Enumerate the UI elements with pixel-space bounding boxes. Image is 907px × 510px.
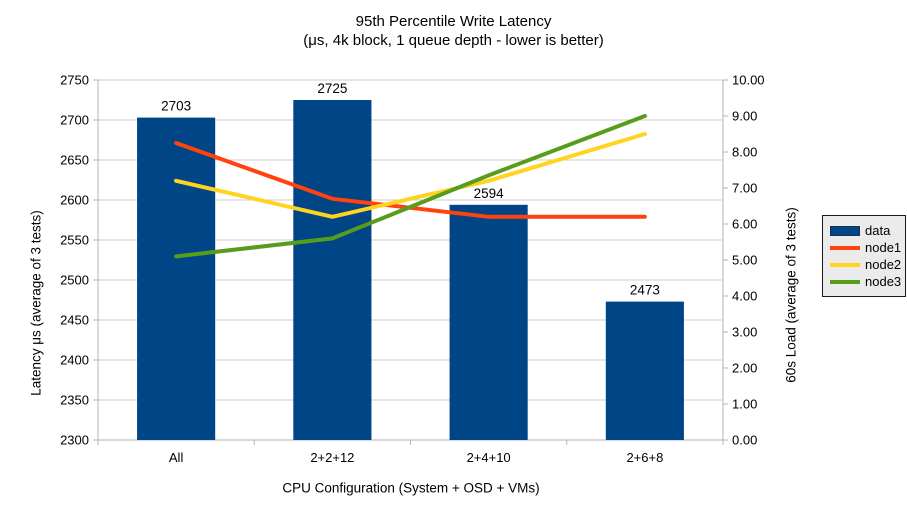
category-label-All: All	[169, 450, 184, 465]
chart-title-line2: (μs, 4k block, 1 queue depth - lower is …	[303, 32, 604, 49]
bar-value-label: 2594	[474, 186, 505, 201]
legend-label-data: data	[865, 223, 891, 238]
right-axis-tick-label: 7.00	[732, 181, 757, 196]
right-axis-tick-label: 2.00	[732, 361, 757, 376]
left-axis-tick-label: 2600	[60, 193, 89, 208]
legend-label-node1: node1	[865, 240, 902, 255]
legend: data node1 node2 node3	[822, 215, 906, 297]
left-axis-tick-label: 2350	[60, 393, 89, 408]
right-axis-tick-label: 1.00	[732, 397, 757, 412]
left-axis-tick-label: 2400	[60, 353, 89, 368]
right-axis-tick-label: 5.00	[732, 253, 757, 268]
right-axis-title: 60s Load (average of 3 tests)	[783, 207, 799, 383]
left-axis-tick-label: 2650	[60, 153, 89, 168]
bar-value-label: 2473	[630, 283, 660, 298]
right-axis-tick-label: 9.00	[732, 109, 757, 124]
line-node2	[174, 132, 647, 219]
bar-All	[137, 117, 216, 440]
right-axis-tick-label: 4.00	[732, 289, 757, 304]
left-axis-tick-label: 2300	[60, 433, 89, 448]
legend-entry-node1: node1	[830, 239, 905, 256]
legend-swatch-data	[830, 225, 860, 236]
legend-swatch-node2	[830, 262, 860, 267]
legend-label-node2: node2	[865, 257, 902, 272]
right-axis-tick-label: 10.00	[732, 73, 765, 88]
right-axis-tick-label: 6.00	[732, 217, 757, 232]
legend-entry-node2: node2	[830, 256, 905, 273]
legend-entry-data: data	[830, 222, 905, 239]
left-axis-tick-label: 2500	[60, 273, 89, 288]
category-label-2+4+10: 2+4+10	[467, 450, 511, 465]
legend-label-node3: node3	[865, 274, 902, 289]
right-axis-tick-label: 8.00	[732, 145, 757, 160]
bar-2+2+12	[293, 100, 372, 440]
bar-value-label: 2703	[161, 99, 191, 114]
bar-2+6+8	[605, 301, 684, 440]
x-axis-title: CPU Configuration (System + OSD + VMs)	[282, 480, 540, 496]
bar-2+4+10	[449, 204, 528, 440]
legend-swatch-node1	[830, 245, 860, 250]
legend-entry-node3: node3	[830, 273, 905, 290]
category-label-2+2+12: 2+2+12	[310, 450, 354, 465]
line-node3	[174, 114, 647, 259]
left-axis-title: Latency μs (average of 3 tests)	[28, 210, 44, 396]
chart-title: 95th Percentile Write Latency (μs, 4k bl…	[0, 12, 907, 50]
left-axis-tick-label: 2750	[60, 73, 89, 88]
chart-title-line1: 95th Percentile Write Latency	[355, 13, 552, 30]
left-axis-tick-label: 2550	[60, 233, 89, 248]
category-label-2+6+8: 2+6+8	[626, 450, 663, 465]
right-axis-tick-label: 3.00	[732, 325, 757, 340]
legend-swatch-node3	[830, 279, 860, 284]
bar-value-label: 2725	[317, 81, 347, 96]
left-axis-tick-label: 2450	[60, 313, 89, 328]
right-axis-tick-label: 0.00	[732, 433, 757, 448]
left-axis-tick-label: 2700	[60, 113, 89, 128]
